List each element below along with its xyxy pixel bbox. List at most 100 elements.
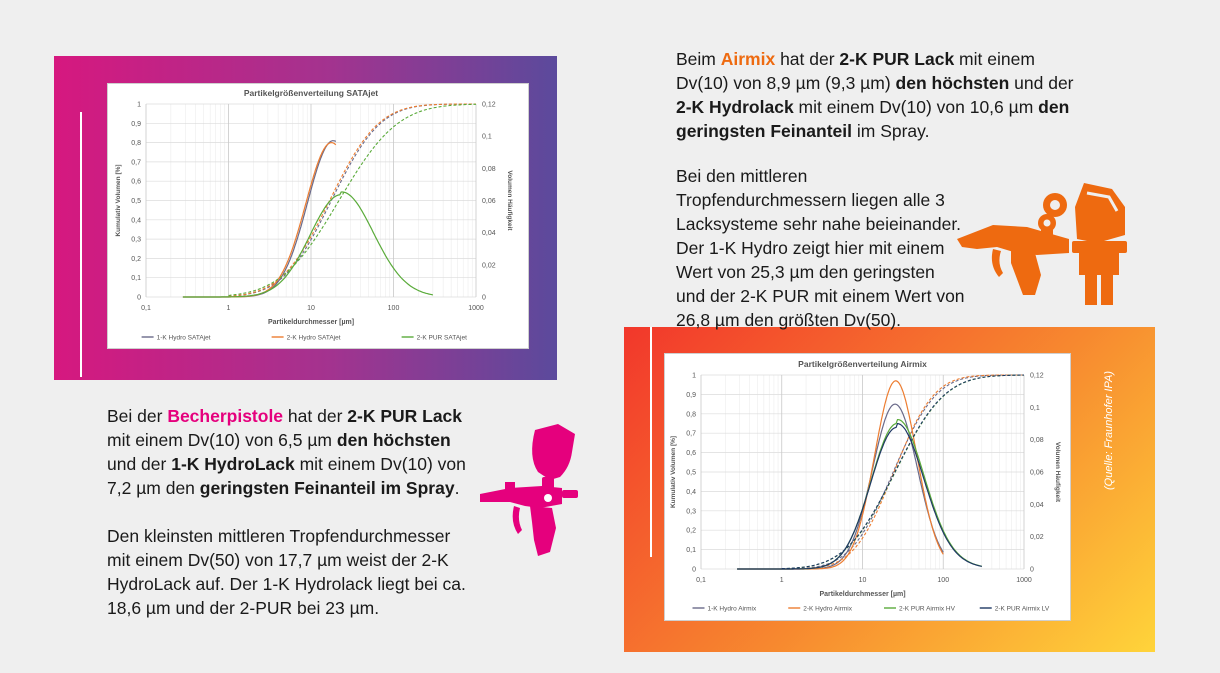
y2-tick-label: 0,02 xyxy=(1030,534,1044,541)
y2-tick-label: 0,08 xyxy=(482,166,496,173)
y-tick-label: 1 xyxy=(137,102,141,109)
airmix-text-1: Beim Airmix hat der 2-K PUR Lack mit ein… xyxy=(676,47,1074,143)
series-cumulative-line xyxy=(781,374,1024,570)
becherpistole-text-segment: mit einem Dv(10) von 7,2 µm den xyxy=(107,454,466,498)
series-density-line xyxy=(182,140,337,298)
y-tick-label: 0,7 xyxy=(131,159,141,166)
becherpistole-paragraph-2: Den kleinsten mittleren Tropfendurchmess… xyxy=(107,526,466,618)
airmix-text-segment: mit einem Dv(10) von 10,6 µm xyxy=(793,97,1039,117)
x-tick-label: 1 xyxy=(227,305,231,312)
becherpistole-text-segment: 2-K PUR Lack xyxy=(347,406,463,426)
chart-airmix-svg: Partikelgrößenverteilung Airmix00,10,20,… xyxy=(670,359,1061,613)
x-tick-label: 1 xyxy=(780,577,784,584)
y-tick-label: 1 xyxy=(692,373,696,380)
airmix-paragraph-1: Beim Airmix hat der 2-K PUR Lack mit ein… xyxy=(676,47,1074,143)
series-cumulative-line xyxy=(781,374,1024,570)
spray-gun-orange-icon xyxy=(957,183,1127,305)
becherpistole-text: Bei der Becherpistole hat der 2-K PUR La… xyxy=(107,404,477,620)
airmix-text-segment: 2-K Hydrolack xyxy=(676,97,794,117)
becherpistole-text-segment: mit einem Dv(10) von 6,5 µm xyxy=(107,430,337,450)
chart-title: Partikelgrößenverteilung Airmix xyxy=(798,359,927,369)
y2-tick-label: 0,06 xyxy=(482,198,496,205)
divider-line-right xyxy=(650,327,652,557)
series-density-line xyxy=(737,422,982,570)
airmix-text-segment: Beim xyxy=(676,49,721,69)
y-tick-label: 0,5 xyxy=(686,470,696,477)
airmix-paragraph-2: Bei den mittleren Tropfendurchmessern li… xyxy=(676,166,965,330)
y2-tick-label: 0,1 xyxy=(1030,405,1040,412)
series-cumulative-line xyxy=(228,103,476,297)
becherpistole-text-segment: Becherpistole xyxy=(167,406,284,426)
x-tick-label: 100 xyxy=(937,577,949,584)
legend-entry: 1-K Hydro SATAjet xyxy=(157,335,211,342)
becherpistole-text-segment: und der xyxy=(107,454,172,474)
y-tick-label: 0,8 xyxy=(686,411,696,418)
becherpistole-text-segment: . xyxy=(454,478,460,498)
y2-tick-label: 0 xyxy=(482,295,486,302)
airmix-text-segment: Airmix xyxy=(720,49,776,69)
airmix-text-segment: hat der xyxy=(775,49,840,69)
x-tick-label: 0,1 xyxy=(696,577,706,584)
y-tick-label: 0,1 xyxy=(131,275,141,282)
legend-entry: 2-K PUR Airmix HV xyxy=(899,606,956,613)
series-density-line xyxy=(737,380,944,570)
spray-gun-pink-icon xyxy=(480,424,578,556)
y-tick-label: 0 xyxy=(137,295,141,302)
series-cumulative-line xyxy=(228,103,476,296)
airmix-text-segment: mit einem Dv(10) von 8,9 µm (9,3 µm) xyxy=(676,49,1035,93)
legend-entry: 1-K Hydro Airmix xyxy=(707,606,757,613)
becherpistole-text-segment: geringsten Feinanteil im Spray xyxy=(199,478,455,498)
y-tick-label: 0,1 xyxy=(686,547,696,554)
x-tick-label: 10 xyxy=(307,305,315,312)
airmix-text-segment: den höchsten xyxy=(895,73,1010,93)
chart-airmix: Partikelgrößenverteilung Airmix 0 0,1 0,2 0,… xyxy=(664,353,1071,621)
y2-tick-label: 0,02 xyxy=(482,262,496,269)
x-tick-label: 0,1 xyxy=(141,305,151,312)
y-tick-label: 0,3 xyxy=(686,508,696,515)
x-axis-label: Partikeldurchmesser [µm] xyxy=(268,319,354,326)
y-tick-label: 0,3 xyxy=(131,237,141,244)
y2-tick-label: 0,04 xyxy=(482,230,496,237)
x-tick-label: 100 xyxy=(388,305,400,312)
source-credit: (Quelle: Fraunhofer IPA) xyxy=(1103,370,1115,490)
y-tick-label: 0,6 xyxy=(686,450,696,457)
y-tick-label: 0,4 xyxy=(686,489,696,496)
y2-tick-label: 0,08 xyxy=(1030,437,1044,444)
x-tick-label: 1000 xyxy=(1016,577,1032,584)
divider-line-left xyxy=(80,112,82,377)
becherpistole-text-segment: den höchsten xyxy=(336,430,451,450)
y-tick-label: 0,8 xyxy=(131,140,141,147)
becherpistole-paragraph-1: Bei der Becherpistole hat der 2-K PUR La… xyxy=(107,404,477,500)
chart-title: Partikelgrößenverteilung SATAjet xyxy=(244,88,378,98)
becherpistole-text-segment: 1-K HydroLack xyxy=(171,454,295,474)
y-tick-label: 0 xyxy=(692,567,696,574)
airmix-text-2: Bei den mittleren Tropfendurchmessern li… xyxy=(676,164,966,332)
series-density-line xyxy=(182,191,434,298)
legend-entry: 2-K Hydro Airmix xyxy=(803,606,853,613)
y-tick-label: 0,7 xyxy=(686,431,696,438)
y2-tick-label: 0,06 xyxy=(1030,470,1044,477)
becherpistole-text-segment: Bei der xyxy=(107,406,168,426)
y2-tick-label: 0,12 xyxy=(482,102,496,109)
y2-tick-label: 0,1 xyxy=(482,134,492,141)
y2-axis-label: Volumen Häufigkeit xyxy=(1054,442,1061,503)
x-axis-label: Partikeldurchmesser [µm] xyxy=(819,591,905,598)
chart-satajet: Partikelgrößenverteilung SATAjet 0 0,1 0,2 0… xyxy=(107,83,529,349)
y2-axis-label: Volumen Häufigkeit xyxy=(506,170,513,231)
airmix-text-segment: den geringsten Feinanteil xyxy=(676,97,1070,141)
y-tick-label: 0,6 xyxy=(131,179,141,186)
y-axis-label: Kumulativ Volumen [%] xyxy=(115,164,122,236)
y2-tick-label: 0,12 xyxy=(1030,373,1044,380)
legend-entry: 2-K PUR Airmix LV xyxy=(995,606,1050,613)
y2-tick-label: 0,04 xyxy=(1030,502,1044,509)
chart-satajet-svg: Partikelgrößenverteilung SATAjet00,10,20… xyxy=(115,88,513,342)
airmix-text-segment: im Spray. xyxy=(852,121,930,141)
legend-entry: 2-K PUR SATAjet xyxy=(417,335,468,342)
legend-entry: 2-K Hydro SATAjet xyxy=(287,335,341,342)
y-tick-label: 0,9 xyxy=(131,121,141,128)
x-tick-label: 10 xyxy=(859,577,867,584)
y2-tick-label: 0 xyxy=(1030,567,1034,574)
airmix-text-segment: 2-K PUR Lack xyxy=(839,49,955,69)
y-tick-label: 0,4 xyxy=(131,217,141,224)
airmix-text-segment: und der xyxy=(1009,73,1074,93)
